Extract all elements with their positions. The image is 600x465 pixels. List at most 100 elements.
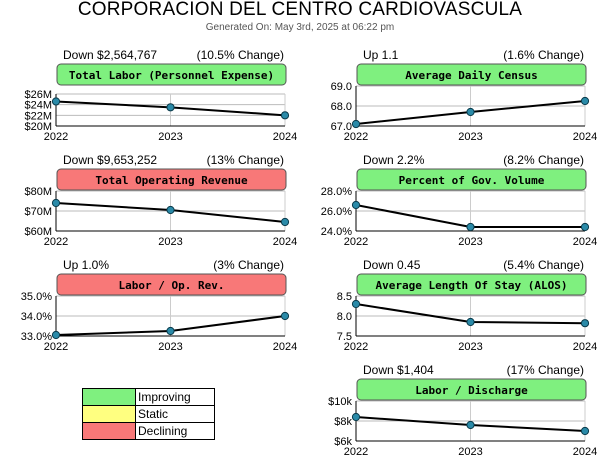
x-tick-label: 2024 xyxy=(273,236,297,248)
y-tick-label: 7.5 xyxy=(337,331,352,343)
data-point xyxy=(280,217,290,227)
chart-panel-7: Down $1,404 (17% Change) Labor / Discharge… xyxy=(328,363,597,458)
chart-title: Total Operating Revenue xyxy=(95,174,248,187)
chart-panel-5: Up 1.0% (3% Change) Labor / Op. Rev. 33.0% 3… xyxy=(21,258,297,353)
y-tick-label: $10k xyxy=(328,396,352,408)
x-tick-label: 2022 xyxy=(44,341,68,353)
x-tick-label: 2024 xyxy=(573,446,597,458)
change-percent: (1.6% Change) xyxy=(503,48,584,62)
y-tick-label: $22M xyxy=(24,110,52,122)
x-tick-label: 2022 xyxy=(344,341,368,353)
status-banner xyxy=(56,63,287,86)
y-tick-label: 8.0 xyxy=(337,311,352,323)
generated-timestamp: Generated On: May 3rd, 2025 at 06:22 pm xyxy=(205,22,395,33)
data-point xyxy=(351,412,361,422)
y-tick-label: 33.0% xyxy=(21,331,52,343)
legend-swatch-static xyxy=(82,405,136,423)
legend-label-static: Static xyxy=(135,405,215,423)
data-point xyxy=(51,97,61,106)
change-percent: (10.5% Change) xyxy=(197,48,284,62)
legend-swatch-declining xyxy=(82,422,136,440)
data-point xyxy=(166,205,175,215)
data-point xyxy=(466,420,475,430)
y-tick-label: $24M xyxy=(24,100,52,112)
status-legend: Improving Static Declining xyxy=(82,388,215,440)
data-point xyxy=(351,299,361,309)
y-tick-label: 68.0 xyxy=(331,101,352,113)
chart-title: Labor / Op. Rev. xyxy=(119,279,225,292)
data-point xyxy=(351,119,361,129)
change-percent: (8.2% Change) xyxy=(503,153,584,167)
chart-panel-6: Down 0.45 (5.4% Change) Average Length Of … xyxy=(337,258,598,353)
change-percent: (17% Change) xyxy=(507,363,584,377)
chart-title: Percent of Gov. Volume xyxy=(399,174,545,187)
data-point xyxy=(466,107,475,117)
x-tick-label: 2024 xyxy=(573,341,597,353)
status-banner xyxy=(356,378,587,401)
status-banner xyxy=(356,63,587,86)
x-tick-label: 2022 xyxy=(344,446,368,458)
y-tick-label: 35.0% xyxy=(21,291,52,303)
legend-label-improving: Improving xyxy=(135,388,215,406)
legend-row-improving: Improving xyxy=(82,388,215,406)
y-tick-label: 8.5 xyxy=(337,291,352,303)
x-tick-label: 2022 xyxy=(344,236,368,248)
chart-panel-2: Up 1.1 (1.6% Change) Average Daily Census 6… xyxy=(331,48,598,143)
data-point xyxy=(580,222,590,232)
x-tick-label: 2023 xyxy=(458,341,482,353)
change-amount: Down $1,404 xyxy=(363,363,434,377)
x-tick-label: 2023 xyxy=(158,236,182,248)
x-tick-label: 2023 xyxy=(458,446,482,458)
data-point xyxy=(166,103,175,112)
chart-panel-3: Down $9,653,252 (13% Change) Total Operati… xyxy=(24,153,297,248)
x-tick-label: 2022 xyxy=(44,236,68,248)
y-tick-label: 34.0% xyxy=(21,311,52,323)
status-banner xyxy=(56,273,287,296)
x-tick-label: 2024 xyxy=(573,236,597,248)
legend-label-declining: Declining xyxy=(135,422,215,440)
y-tick-label: $26M xyxy=(24,89,52,101)
legend-row-declining: Declining xyxy=(82,422,215,440)
y-tick-label: $8k xyxy=(334,416,352,428)
status-banner xyxy=(56,168,287,191)
change-percent: (5.4% Change) xyxy=(503,258,584,272)
y-tick-label: 28.0% xyxy=(321,186,352,198)
x-tick-label: 2023 xyxy=(458,131,482,143)
page-title: CORPORACION DEL CENTRO CARDIOVASCULA xyxy=(77,0,523,20)
y-tick-label: 67.0 xyxy=(331,121,352,133)
change-amount: Up 1.0% xyxy=(63,258,109,272)
legend-row-static: Static xyxy=(82,405,215,423)
y-tick-label: 24.0% xyxy=(321,226,352,238)
x-tick-label: 2024 xyxy=(573,131,597,143)
data-point xyxy=(51,330,61,340)
chart-panel-1: Down $2,564,767 (10.5% Change) Total Labor… xyxy=(24,48,297,143)
data-point xyxy=(280,311,290,321)
change-percent: (3% Change) xyxy=(213,258,284,272)
y-tick-label: $60M xyxy=(24,226,52,238)
data-point xyxy=(580,96,590,106)
x-tick-label: 2024 xyxy=(273,341,297,353)
y-tick-label: $70M xyxy=(24,206,52,218)
chart-title: Labor / Discharge xyxy=(415,384,528,397)
change-amount: Down 0.45 xyxy=(363,258,421,272)
x-tick-label: 2022 xyxy=(344,131,368,143)
x-tick-label: 2024 xyxy=(273,131,297,143)
x-tick-label: 2023 xyxy=(158,341,182,353)
y-tick-label: $6k xyxy=(334,436,352,448)
y-tick-label: $20M xyxy=(24,121,52,133)
x-tick-label: 2022 xyxy=(44,131,68,143)
chart-title: Average Daily Census xyxy=(405,69,537,82)
x-tick-label: 2023 xyxy=(158,131,182,143)
data-point xyxy=(580,426,590,436)
chart-title: Total Labor (Personnel Expense) xyxy=(69,69,274,82)
y-tick-label: $80M xyxy=(24,186,52,198)
chart-panel-4: Down 2.2% (8.2% Change) Percent of Gov. Vo… xyxy=(321,153,597,248)
data-point xyxy=(351,200,361,210)
legend-swatch-improving xyxy=(82,388,136,406)
change-amount: Down $9,653,252 xyxy=(63,153,157,167)
change-amount: Down $2,564,767 xyxy=(63,48,157,62)
data-point xyxy=(466,222,475,232)
x-tick-label: 2023 xyxy=(458,236,482,248)
chart-title: Average Length Of Stay (ALOS) xyxy=(375,279,567,292)
